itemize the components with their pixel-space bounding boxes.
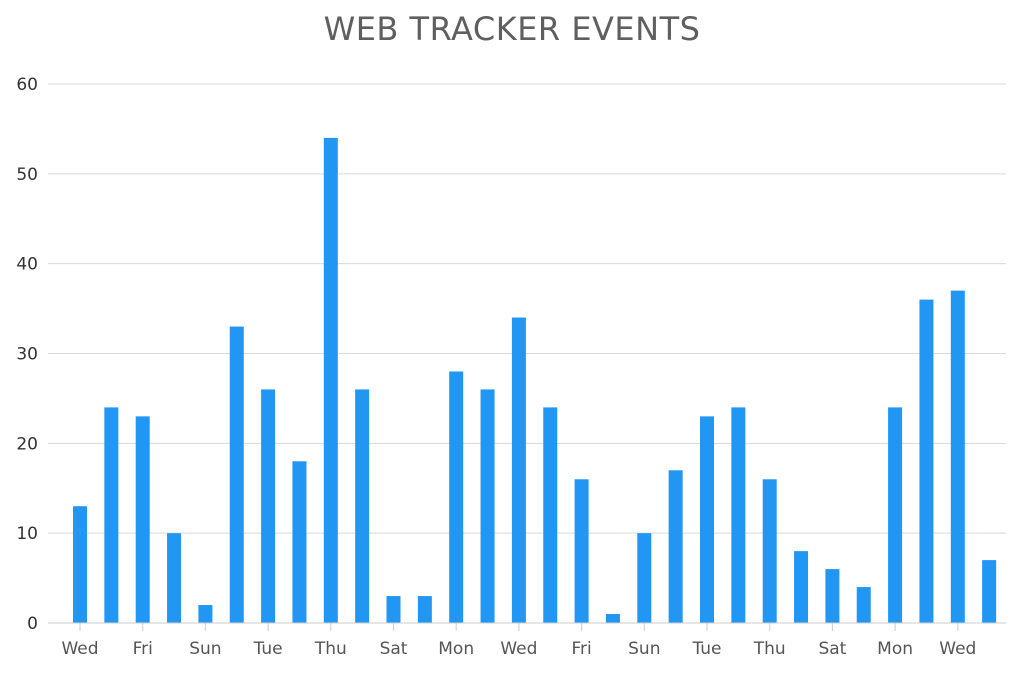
- bars: [73, 137, 997, 623]
- bar: [794, 551, 809, 623]
- bar: [700, 416, 714, 623]
- bar: [73, 506, 87, 623]
- bar: [292, 461, 307, 623]
- bar: [261, 389, 276, 623]
- grid-lines: [48, 83, 1006, 534]
- bar: [825, 569, 840, 623]
- bar: [229, 326, 244, 623]
- bar: [167, 533, 182, 623]
- y-tick-label: 20: [16, 434, 38, 454]
- bar: [856, 587, 871, 623]
- x-tick-label: Wed: [500, 639, 537, 659]
- bar: [888, 407, 903, 623]
- y-tick-label: 40: [16, 255, 38, 275]
- bar: [731, 407, 746, 623]
- bar: [574, 479, 589, 623]
- x-tick-label: Fri: [571, 639, 591, 659]
- x-tick-label: Thu: [753, 639, 786, 659]
- bar: [135, 416, 150, 623]
- bar: [323, 137, 338, 623]
- bar: [355, 389, 370, 623]
- bar: [605, 614, 620, 623]
- bar: [511, 317, 526, 623]
- tick-labels: 0 10 20 30 40 50 60 Wed Fri Sun Tue Thu Sat Mon Wed Fri…: [16, 75, 976, 659]
- bar: [480, 389, 495, 623]
- x-tick-label: Sun: [189, 639, 221, 659]
- bar: [950, 290, 965, 623]
- bar: [762, 479, 777, 623]
- x-tick-label: Sat: [818, 639, 846, 659]
- y-tick-label: 0: [27, 614, 38, 634]
- x-tick-label: Tue: [691, 639, 721, 659]
- bar: [386, 596, 401, 623]
- bar: [104, 407, 119, 623]
- bar: [919, 299, 934, 623]
- x-tick-label: Tue: [253, 639, 283, 659]
- x-tick-label: Wed: [61, 639, 98, 659]
- bar: [198, 605, 213, 623]
- chart-title: WEB TRACKER EVENTS: [323, 10, 701, 48]
- y-tick-label: 50: [16, 165, 38, 185]
- x-tick-label: Mon: [877, 639, 913, 659]
- y-tick-label: 10: [16, 524, 38, 544]
- y-tick-label: 30: [16, 345, 38, 365]
- x-tick-label: Sun: [628, 639, 660, 659]
- bar: [417, 596, 432, 623]
- x-tick-label: Sat: [380, 639, 408, 659]
- bar: [637, 533, 652, 623]
- x-tick-label: Thu: [314, 639, 347, 659]
- bar: [449, 371, 464, 623]
- x-tick-label: Wed: [939, 639, 976, 659]
- bar: [982, 560, 997, 623]
- x-tick-label: Mon: [438, 639, 474, 659]
- bar: [543, 407, 558, 623]
- axes: [48, 622, 1006, 631]
- x-tick-label: Fri: [133, 639, 153, 659]
- bar: [668, 470, 683, 623]
- y-tick-label: 60: [16, 75, 38, 95]
